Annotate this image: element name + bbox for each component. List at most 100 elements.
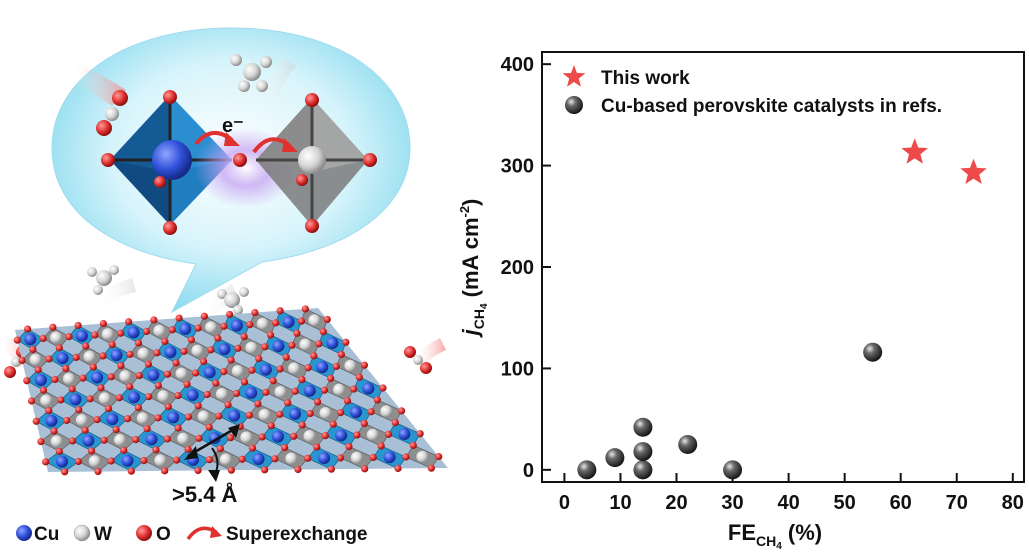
- cu-legend-icon: [16, 525, 32, 541]
- o-atom: [288, 341, 296, 349]
- cu-atom: [245, 386, 258, 399]
- w-atom: [344, 359, 357, 372]
- w-atom: [101, 328, 114, 341]
- o-atom: [104, 405, 113, 413]
- o-atom: [343, 397, 352, 405]
- o-atom: [45, 355, 53, 363]
- o-atom: [205, 456, 214, 464]
- cu-atom: [398, 428, 411, 441]
- co2-molecule-top-left: [70, 62, 128, 136]
- o-atom: [115, 394, 123, 402]
- o-atom: [427, 464, 435, 472]
- o-atom: [367, 408, 375, 416]
- star-data-point: [901, 138, 929, 164]
- o-atom: [108, 341, 116, 349]
- star-data-point: [960, 158, 987, 185]
- legend-label: Cu-based perovskite catalysts in refs.: [601, 96, 942, 117]
- w-atom: [219, 453, 232, 466]
- o-atom: [154, 414, 162, 422]
- w-atom: [98, 392, 111, 405]
- o-atom: [187, 336, 195, 344]
- o-atom: [120, 446, 128, 454]
- o-atom: [18, 356, 26, 365]
- cu-atom: [230, 319, 243, 332]
- o-atom: [337, 408, 345, 417]
- o-atom: [81, 426, 89, 434]
- w-atom: [175, 367, 188, 380]
- o-atom: [51, 375, 59, 384]
- o-atom: [154, 381, 162, 390]
- w-atom: [205, 321, 218, 334]
- w-legend-icon: [73, 524, 91, 542]
- o-atom: [34, 366, 42, 374]
- o-atom: [267, 422, 275, 430]
- o-atom: [276, 365, 284, 373]
- cu-atom: [289, 407, 302, 420]
- o-atom: [39, 386, 48, 394]
- o-atom: [117, 329, 125, 337]
- o-atom: [297, 317, 306, 325]
- w-atom: [62, 372, 75, 385]
- o-atom: [99, 319, 107, 328]
- o-atom: [227, 466, 235, 474]
- plot-frame: [541, 51, 1025, 483]
- o-atom: [281, 444, 289, 452]
- o-atom: [203, 390, 211, 399]
- o-atom: [262, 388, 270, 396]
- o-atom: [248, 444, 257, 452]
- o-atom: [91, 331, 99, 339]
- cu-atom: [82, 434, 95, 447]
- o-atom: [435, 452, 443, 461]
- o-atom: [200, 312, 208, 320]
- w-atom: [288, 362, 301, 375]
- o-atom: [107, 373, 115, 381]
- o-atom: [329, 420, 337, 428]
- cu-atom: [362, 382, 375, 395]
- legend-label: This work: [601, 68, 690, 89]
- o-atom: [29, 345, 37, 354]
- sphere-data-point: [723, 460, 743, 480]
- x-tick-label: 40: [777, 492, 799, 514]
- o-atom: [184, 413, 193, 421]
- o-atom: [72, 353, 80, 362]
- o-atom: [134, 339, 143, 347]
- sphere-data-point: [577, 460, 597, 480]
- o-atom: [240, 378, 249, 386]
- o-atom: [175, 314, 183, 322]
- o-atom: [126, 350, 134, 358]
- o-atom: [74, 457, 82, 466]
- o-atom: [315, 340, 323, 348]
- o-atom: [416, 430, 424, 438]
- x-tick-label: 10: [609, 492, 631, 514]
- o-atom: [304, 454, 312, 462]
- bubble-oxygen-atoms: [101, 90, 377, 235]
- ch4-molecule-middle: [206, 284, 249, 316]
- w-atom: [319, 407, 332, 420]
- cu-atom: [259, 363, 272, 376]
- o-atom: [282, 353, 290, 361]
- cu-atom: [110, 349, 123, 362]
- o-atom: [135, 371, 143, 380]
- cu-atom: [91, 371, 104, 384]
- o-atom: [126, 383, 134, 391]
- o-atom: [199, 357, 208, 366]
- sphere-data-point: [633, 417, 653, 437]
- x-tick-label: 80: [1002, 492, 1024, 514]
- o-atom: [298, 421, 306, 429]
- o-atom: [134, 404, 142, 412]
- w-atom: [245, 341, 258, 354]
- o-atom: [314, 398, 322, 406]
- w-atom: [303, 430, 316, 443]
- o-atom: [27, 397, 36, 405]
- cu-atom: [383, 451, 396, 464]
- o-atom: [68, 437, 77, 445]
- cu-atom: [218, 343, 231, 356]
- o-atom: [291, 387, 299, 395]
- o-atom: [39, 334, 47, 343]
- y-tick-label: 300: [501, 156, 534, 178]
- o-atom: [251, 308, 259, 317]
- o-atom: [234, 344, 242, 352]
- o-atom: [306, 409, 314, 418]
- o-atom: [161, 467, 169, 475]
- o-atom: [272, 319, 280, 327]
